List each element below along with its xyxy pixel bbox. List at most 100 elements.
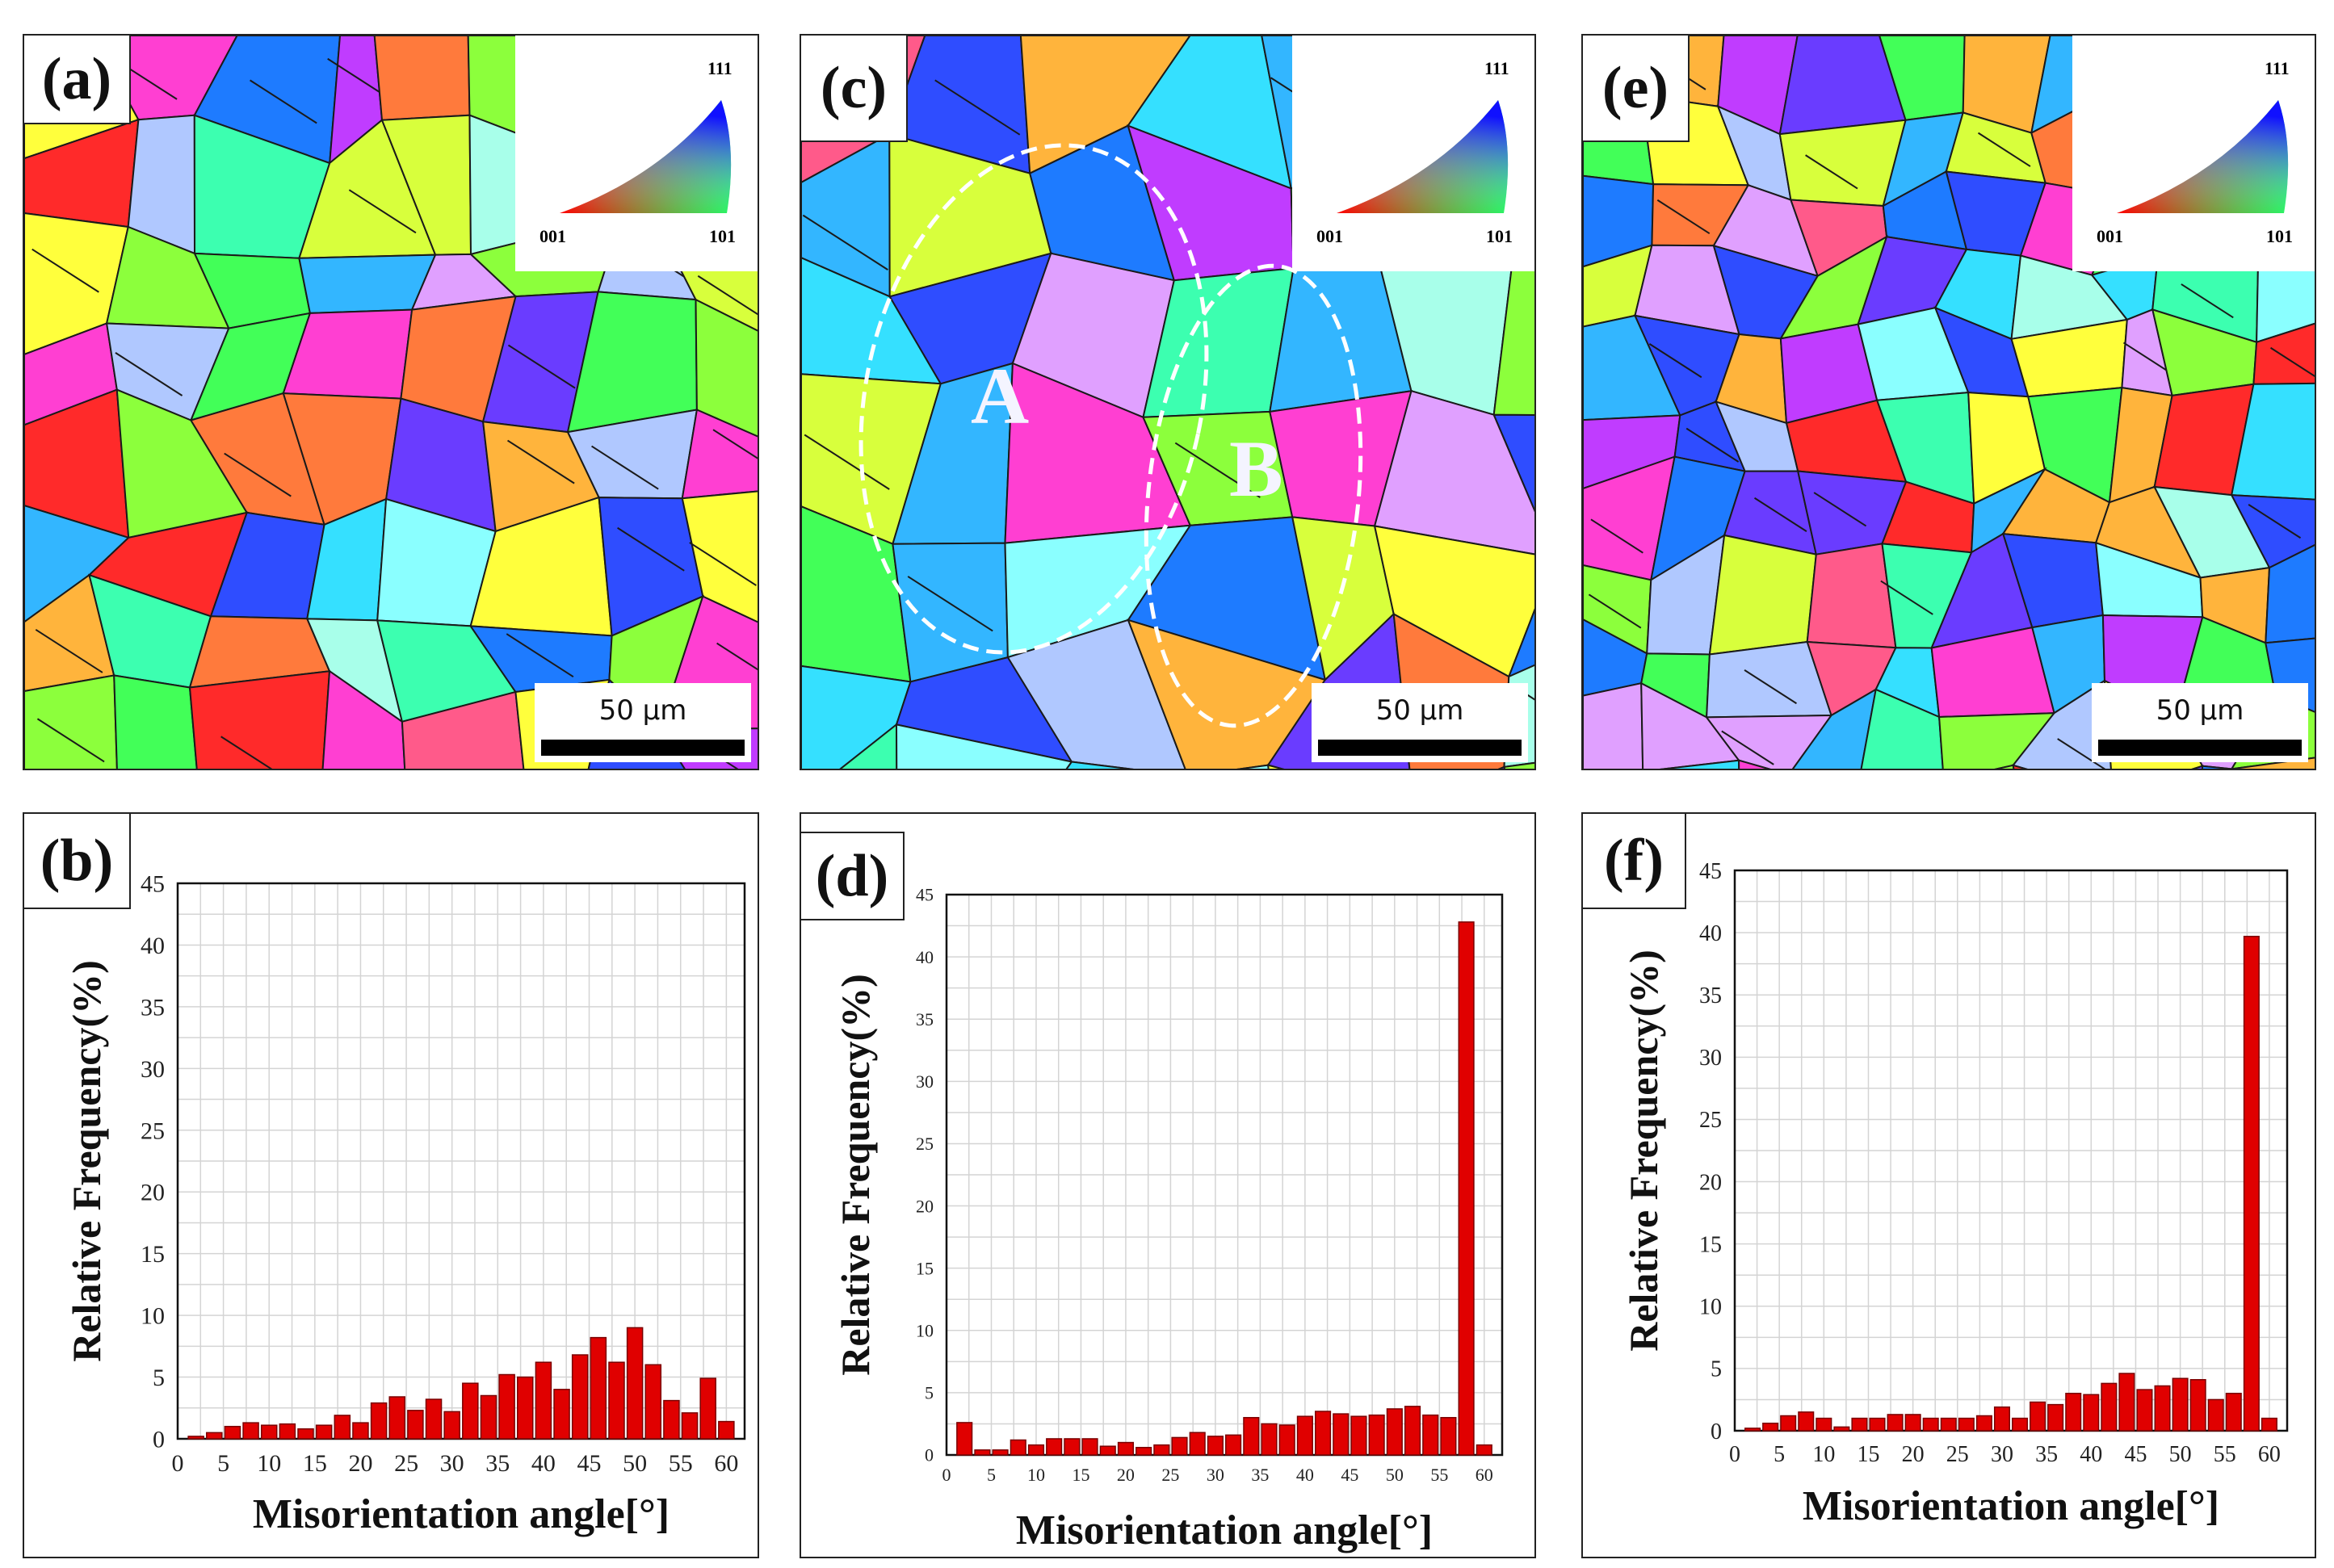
histogram-bar <box>1350 1415 1367 1456</box>
histogram-bar <box>1458 921 1475 1456</box>
y-tick-label: 5 <box>1711 1357 1722 1382</box>
region-overlay: A B <box>858 143 1363 728</box>
grain <box>1806 543 1897 649</box>
grain <box>1267 764 1285 769</box>
histogram-bar <box>590 1336 607 1440</box>
grain <box>1994 764 2015 769</box>
scale-bar-label: 50 µm <box>1375 694 1464 727</box>
x-tick-label: 25 <box>1161 1465 1179 1485</box>
x-tick-label: 25 <box>394 1450 418 1477</box>
grain <box>2012 764 2028 769</box>
y-tick-label: 5 <box>153 1365 165 1391</box>
region-b-label: B <box>1229 424 1283 514</box>
y-tick-label: 40 <box>141 933 165 959</box>
ipf-label-111: 111 <box>2265 58 2290 78</box>
histogram-bar <box>443 1411 460 1440</box>
twin-boundary <box>1519 689 1534 701</box>
twin-boundary <box>934 79 1021 136</box>
x-tick-label: 35 <box>2035 1442 2058 1467</box>
twin-boundary <box>1977 132 2031 167</box>
histogram-bar <box>1386 1408 1403 1456</box>
histogram-bar <box>718 1420 735 1440</box>
histogram-bar <box>462 1382 479 1440</box>
histogram-bar <box>1189 1432 1206 1456</box>
x-tick-label: 55 <box>669 1450 693 1477</box>
histogram-bar <box>626 1327 644 1440</box>
histogram-bar <box>2189 1379 2206 1432</box>
twin-boundary <box>591 445 659 490</box>
grain <box>895 723 1073 769</box>
histogram-bar <box>2101 1382 2118 1432</box>
twin-boundary <box>697 275 758 316</box>
histogram-bar <box>2065 1392 2082 1432</box>
histogram-d-svg: 0 5 10 15 20 25 30 35 40 45 0 5 10 15 20 25 30 35 40 45 50 55… <box>833 885 1504 1553</box>
x-tick-label: 60 <box>1476 1465 1493 1485</box>
ipf-label-111: 111 <box>1484 58 1509 78</box>
histogram-bar <box>644 1364 662 1440</box>
grain <box>695 298 758 438</box>
x-tick-label: 5 <box>217 1450 229 1477</box>
histogram-bar <box>224 1425 241 1440</box>
y-axis-label: Relative Frequency(%) <box>64 960 109 1362</box>
twin-boundary <box>2248 504 2302 539</box>
histogram-bar <box>1046 1438 1063 1456</box>
grain <box>1791 687 1878 769</box>
twin-boundary <box>115 352 183 396</box>
twin-boundary <box>1590 518 1643 554</box>
grain <box>321 669 406 769</box>
twin-boundary <box>507 344 576 389</box>
x-tick-label: 15 <box>1857 1442 1879 1467</box>
histogram-bar <box>1922 1417 1939 1432</box>
x-tick-label: 60 <box>714 1450 738 1477</box>
y-tick-label: 15 <box>1699 1232 1722 1257</box>
grain <box>681 490 758 623</box>
histogram-bar <box>1833 1426 1850 1432</box>
x-tick-label: 25 <box>1946 1442 1969 1467</box>
twin-boundary <box>1588 593 1642 629</box>
y-tick-label: 45 <box>1699 859 1722 884</box>
x-tick-label: 50 <box>1386 1465 1404 1485</box>
histogram-bar <box>2225 1392 2242 1432</box>
grain <box>2201 765 2233 769</box>
histogram-bar <box>608 1361 625 1440</box>
histogram-bar <box>370 1402 388 1440</box>
grain <box>2252 322 2315 385</box>
scale-bar-c: 50 µm <box>1312 683 1528 762</box>
histogram-bar <box>2136 1389 2153 1432</box>
histogram-bar <box>1099 1445 1116 1456</box>
x-tick-label: 40 <box>2080 1442 2102 1467</box>
ebsd-map-a: 111 001 101 50 µm <box>23 34 759 770</box>
histogram-bar <box>571 1354 589 1440</box>
histogram-bar <box>1404 1406 1421 1456</box>
histogram-f-svg: 0 5 10 15 20 25 30 35 40 45 0 5 10 15 20 25 30 35 40 45 50 55… <box>1621 859 2289 1529</box>
grain <box>2230 382 2315 501</box>
x-tick-label: 40 <box>531 1450 556 1477</box>
histogram-bar <box>2012 1417 2029 1432</box>
x-tick-label: 45 <box>2124 1442 2147 1467</box>
y-tick-label: 15 <box>141 1241 165 1268</box>
histogram-bar <box>425 1398 443 1440</box>
grain <box>1583 681 1644 769</box>
region-a-ellipse <box>858 143 1209 655</box>
ebsd-map-e: 111 001 101 50 µm <box>1581 34 2316 770</box>
y-tick-label: 40 <box>916 947 934 967</box>
histogram-bar <box>553 1389 570 1440</box>
histogram-bar <box>516 1376 534 1440</box>
histogram-bar <box>1798 1411 1815 1432</box>
x-axis-label: Misorientation angle[°] <box>1803 1483 2219 1529</box>
histogram-bar <box>1333 1413 1350 1456</box>
histogram-bar <box>260 1424 278 1440</box>
ipf-legend-c: 111 001 101 <box>1292 36 1534 271</box>
y-tick-label: 0 <box>1711 1419 1722 1444</box>
twin-boundary <box>220 736 273 769</box>
ipf-triangle-icon: 111 001 101 <box>539 58 736 246</box>
x-tick-label: 15 <box>1072 1465 1089 1485</box>
scale-bar-label: 50 µm <box>598 694 687 727</box>
x-tick-label: 55 <box>1430 1465 1448 1485</box>
histogram-bar <box>1261 1423 1278 1456</box>
histogram-bar <box>315 1424 333 1440</box>
twin-boundary <box>506 439 575 484</box>
twin-boundary <box>716 642 758 671</box>
grain <box>2230 494 2315 569</box>
y-tick-label: 35 <box>1699 983 1722 1008</box>
